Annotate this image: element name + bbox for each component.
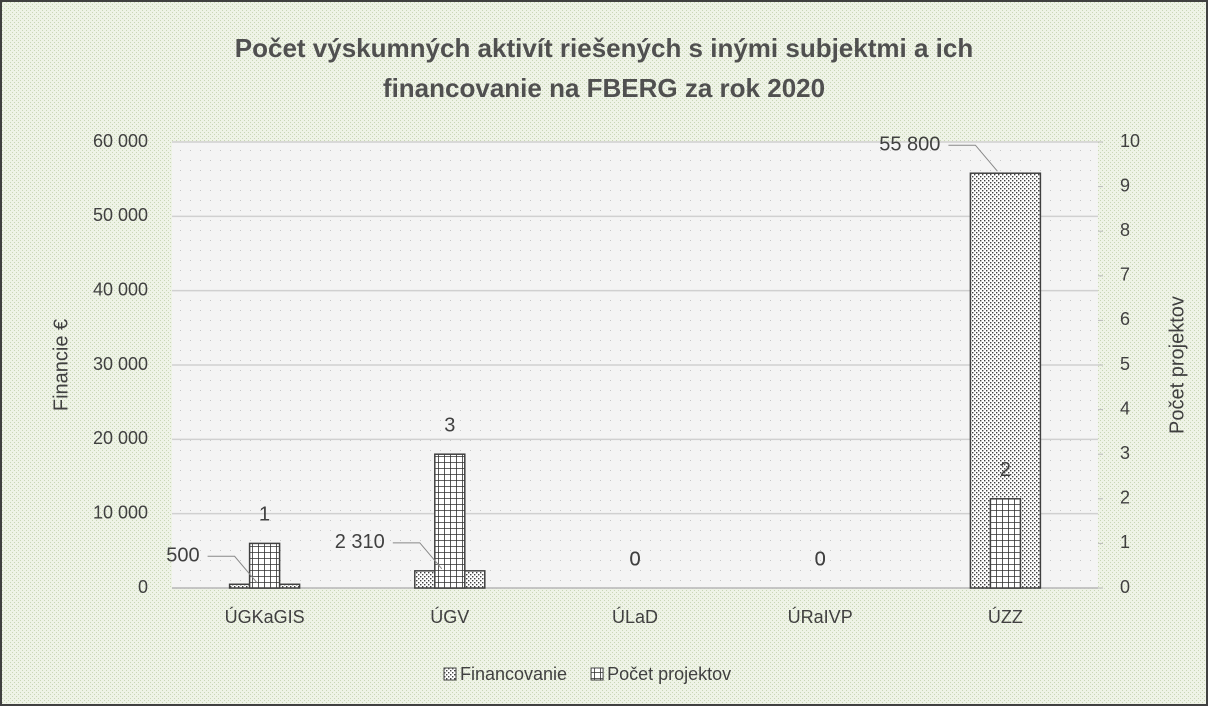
legend-swatch xyxy=(443,667,457,681)
data-label: 2 310 xyxy=(335,531,385,553)
bar xyxy=(248,542,281,589)
y-tick-label: 0 xyxy=(138,577,148,597)
leader-line xyxy=(207,555,257,583)
bar xyxy=(434,453,466,589)
y2-tick-label: 5 xyxy=(1120,354,1130,374)
data-label: 0 xyxy=(629,548,640,570)
data-label: 2 xyxy=(1000,459,1011,481)
leader-line xyxy=(948,144,998,172)
y-tick-label: 40 000 xyxy=(93,279,148,299)
x-tick-label: ÚGKaGIS xyxy=(225,606,305,627)
chart-title: Počet výskumných aktivít riešených s iný… xyxy=(234,33,974,103)
bar xyxy=(989,498,1022,589)
x-tick-label: ÚZZ xyxy=(988,606,1023,627)
legend-label: Počet projektov xyxy=(607,664,731,684)
y2-tick-label: 7 xyxy=(1120,265,1130,285)
y-tick-label: 20 000 xyxy=(93,428,148,448)
data-label: 55 800 xyxy=(879,134,940,156)
y2-tick-label: 6 xyxy=(1120,309,1130,329)
y2-tick-label: 2 xyxy=(1120,488,1130,508)
x-tick-label: ÚLaD xyxy=(612,606,658,627)
data-label: 0 xyxy=(815,548,826,570)
y2-tick-label: 4 xyxy=(1120,398,1130,418)
y2-axis-title: Počet projektov xyxy=(1166,296,1188,434)
y-tick-label: 50 000 xyxy=(93,205,148,225)
data-label: 500 xyxy=(166,545,199,567)
y2-tick-label: 9 xyxy=(1120,175,1130,195)
data-label: 3 xyxy=(444,414,455,436)
x-tick-label: ÚRaIVP xyxy=(788,606,853,627)
data-label: 1 xyxy=(259,504,270,526)
legend-swatch xyxy=(590,667,604,681)
y-tick-label: 10 000 xyxy=(93,502,148,522)
data-label: 0 xyxy=(629,548,640,570)
y-tick-label: 30 000 xyxy=(93,354,148,374)
y-tick-label: 60 000 xyxy=(93,131,148,151)
x-tick-label: ÚGV xyxy=(430,606,469,627)
legend-label: Financovanie xyxy=(460,664,567,684)
y-axis-title: Financie € xyxy=(50,319,72,411)
y2-tick-label: 1 xyxy=(1120,532,1130,552)
data-label: 0 xyxy=(815,548,826,570)
y2-tick-label: 10 xyxy=(1120,131,1140,151)
y2-tick-label: 3 xyxy=(1120,443,1130,463)
y2-tick-label: 8 xyxy=(1120,220,1130,240)
leader-line xyxy=(392,542,443,570)
y2-tick-label: 0 xyxy=(1120,577,1130,597)
